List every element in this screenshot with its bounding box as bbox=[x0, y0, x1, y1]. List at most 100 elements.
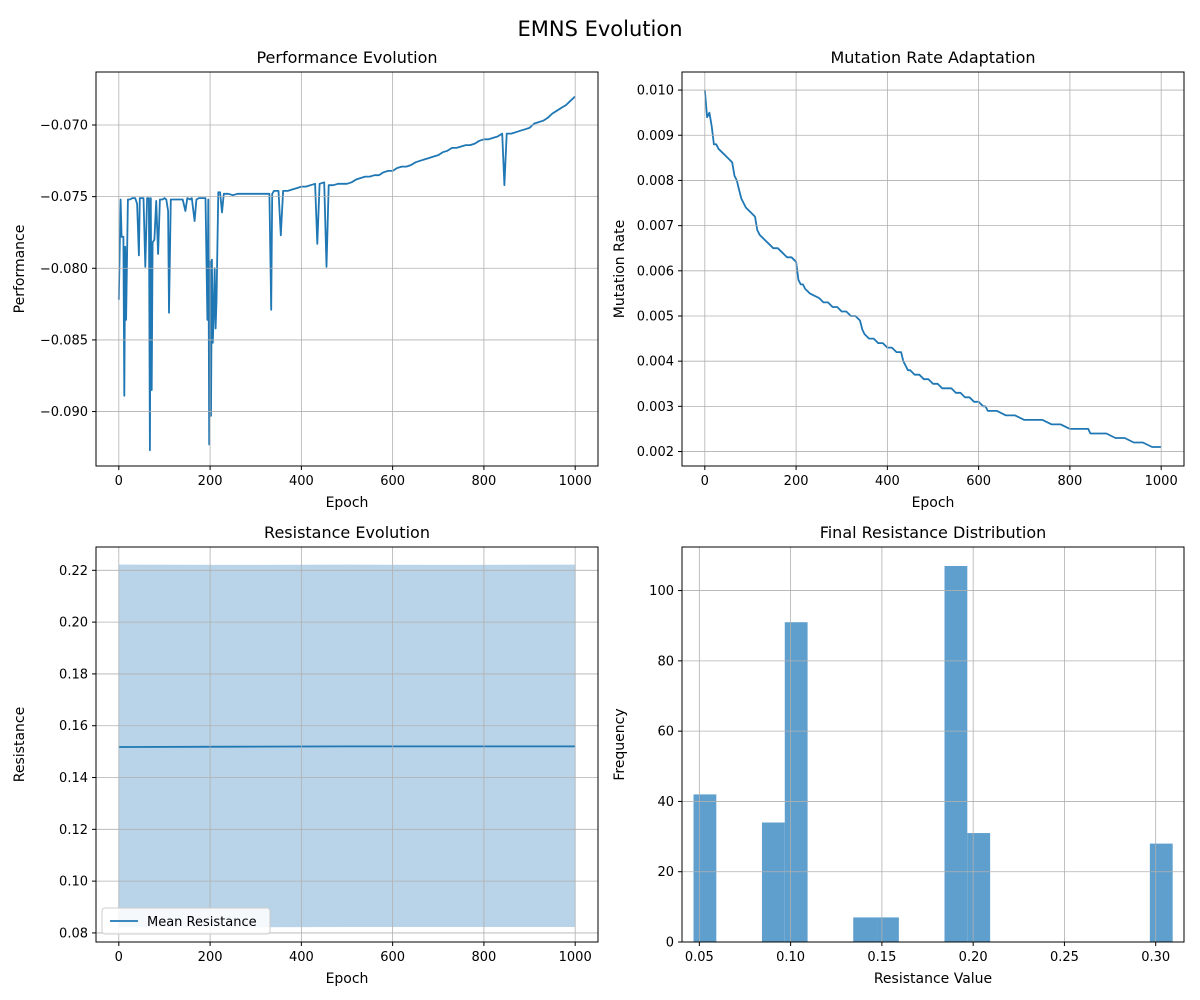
chart-title: Resistance Evolution bbox=[264, 523, 430, 542]
y-tick-label: 0.003 bbox=[637, 400, 674, 415]
y-axis-label: Mutation Rate bbox=[612, 220, 628, 318]
axes-frame bbox=[681, 546, 1185, 943]
histogram-bar bbox=[876, 917, 899, 942]
y-tick-label: 0.010 bbox=[637, 84, 674, 99]
ticks: 0 200 400 600 800 1000 −0.090 −0.085 −0.080 −0.07… bbox=[40, 119, 592, 489]
x-tick-label: 600 bbox=[380, 474, 405, 489]
histogram-bar bbox=[1149, 843, 1173, 942]
y-tick-label: 0.18 bbox=[59, 667, 88, 682]
y-tick-label: 0.10 bbox=[59, 875, 88, 890]
x-tick-label: 1000 bbox=[559, 474, 592, 489]
plot-area bbox=[118, 564, 576, 928]
x-tick-label: 0.15 bbox=[867, 950, 896, 965]
histogram-bar bbox=[944, 565, 968, 942]
x-tick-label: 200 bbox=[198, 950, 223, 965]
x-tick-label: 200 bbox=[198, 474, 223, 489]
series-line bbox=[703, 90, 1162, 448]
grid bbox=[682, 547, 1184, 943]
y-tick-label: −0.090 bbox=[40, 405, 88, 420]
series-line bbox=[118, 745, 576, 748]
plot-area bbox=[703, 90, 1162, 448]
y-tick-label: −0.080 bbox=[40, 262, 88, 277]
ticks: 0 200 400 600 800 1000 0.08 0.10 0.12 0.14 0.16 0.1… bbox=[59, 564, 592, 965]
x-tick-label: 0.10 bbox=[776, 950, 805, 965]
chart-title: Performance Evolution bbox=[256, 48, 437, 67]
x-tick-label: 0 bbox=[115, 950, 123, 965]
y-tick-label: 0.007 bbox=[637, 219, 674, 234]
y-tick-label: 0 bbox=[666, 936, 674, 951]
x-tick-label: 400 bbox=[289, 474, 314, 489]
legend: Mean Resistance bbox=[101, 907, 271, 935]
grid bbox=[96, 72, 598, 466]
y-tick-label: 40 bbox=[657, 795, 674, 810]
y-tick-label: 0.16 bbox=[59, 719, 88, 734]
axes-frame bbox=[681, 71, 1185, 467]
y-tick-label: 20 bbox=[657, 865, 674, 880]
x-tick-label: 0.25 bbox=[1050, 950, 1079, 965]
grid bbox=[682, 72, 1184, 466]
x-tick-label: 800 bbox=[471, 474, 496, 489]
chart-panels: 0 200 400 600 800 1000−0.090−0.085−0.080−0.07… bbox=[12, 48, 1185, 987]
y-tick-label: 0.08 bbox=[59, 926, 88, 941]
y-tick-label: 0.004 bbox=[637, 355, 674, 370]
x-axis-label: Epoch bbox=[326, 495, 369, 511]
y-tick-label: −0.085 bbox=[40, 333, 88, 348]
legend-label: Mean Resistance bbox=[147, 915, 257, 930]
plot-area bbox=[117, 95, 576, 452]
x-tick-label: 400 bbox=[875, 474, 900, 489]
legend-box bbox=[101, 907, 271, 935]
plot-area bbox=[693, 565, 1173, 942]
axes-frame bbox=[95, 71, 599, 467]
x-tick-label: 600 bbox=[966, 474, 991, 489]
y-tick-label: 0.20 bbox=[59, 616, 88, 631]
histogram-bar bbox=[967, 833, 991, 942]
chart-distribution: 0.05 0.10 0.15 0.20 0.25 0.30 0 20 40 60 80 100 Fina… bbox=[612, 523, 1185, 987]
y-tick-label: 0.009 bbox=[637, 129, 674, 144]
y-tick-label: 60 bbox=[657, 725, 674, 740]
y-tick-label: −0.070 bbox=[40, 119, 88, 134]
figure-title: EMNS Evolution bbox=[517, 17, 682, 41]
y-axis-label: Resistance bbox=[12, 707, 28, 782]
x-tick-label: 200 bbox=[784, 474, 809, 489]
x-tick-label: 1000 bbox=[559, 950, 592, 965]
histogram-bar bbox=[853, 917, 877, 942]
x-tick-label: 0.30 bbox=[1141, 950, 1170, 965]
x-tick-label: 800 bbox=[1057, 474, 1082, 489]
histogram-bar bbox=[693, 794, 717, 942]
histogram-bar bbox=[761, 822, 785, 942]
y-tick-label: 80 bbox=[657, 654, 674, 669]
ticks: 0 200 400 600 800 1000 0.002 0.003 0.004 0.005 0.0… bbox=[637, 84, 1178, 489]
y-tick-label: 100 bbox=[649, 584, 674, 599]
y-tick-label: −0.075 bbox=[40, 190, 88, 205]
y-axis-label: Frequency bbox=[612, 708, 628, 780]
x-axis-label: Epoch bbox=[912, 495, 955, 511]
histogram-bar bbox=[784, 622, 808, 942]
y-tick-label: 0.22 bbox=[59, 564, 88, 579]
chart-resistance: 0 200 400 600 800 1000 0.08 0.10 0.12 0.14 0.16 0.1… bbox=[12, 523, 599, 987]
chart-mutation: 0 200 400 600 800 1000 0.002 0.003 0.004 0.005 0.0… bbox=[612, 48, 1185, 511]
y-tick-label: 0.008 bbox=[637, 174, 674, 189]
axes-frame bbox=[95, 546, 599, 943]
y-axis-label: Performance bbox=[12, 225, 28, 314]
y-tick-label: 0.005 bbox=[637, 309, 674, 324]
x-tick-label: 400 bbox=[289, 950, 314, 965]
x-tick-label: 0.20 bbox=[959, 950, 988, 965]
x-tick-label: 800 bbox=[471, 950, 496, 965]
series-line bbox=[117, 95, 576, 452]
x-tick-label: 600 bbox=[380, 950, 405, 965]
x-tick-label: 1000 bbox=[1145, 474, 1178, 489]
x-tick-label: 0.05 bbox=[685, 950, 714, 965]
x-tick-label: 0 bbox=[701, 474, 709, 489]
y-tick-label: 0.002 bbox=[637, 445, 674, 460]
x-axis-label: Resistance Value bbox=[874, 971, 992, 987]
x-axis-label: Epoch bbox=[326, 971, 369, 987]
y-tick-label: 0.12 bbox=[59, 823, 88, 838]
y-tick-label: 0.006 bbox=[637, 264, 674, 279]
chart-title: Final Resistance Distribution bbox=[820, 523, 1047, 542]
ticks: 0.05 0.10 0.15 0.20 0.25 0.30 0 20 40 60 80 100 bbox=[649, 584, 1170, 965]
x-tick-label: 0 bbox=[115, 474, 123, 489]
chart-performance: 0 200 400 600 800 1000 −0.090 −0.085 −0.080 −0.07… bbox=[12, 48, 599, 511]
y-tick-label: 0.14 bbox=[59, 771, 88, 786]
chart-title: Mutation Rate Adaptation bbox=[830, 48, 1035, 67]
